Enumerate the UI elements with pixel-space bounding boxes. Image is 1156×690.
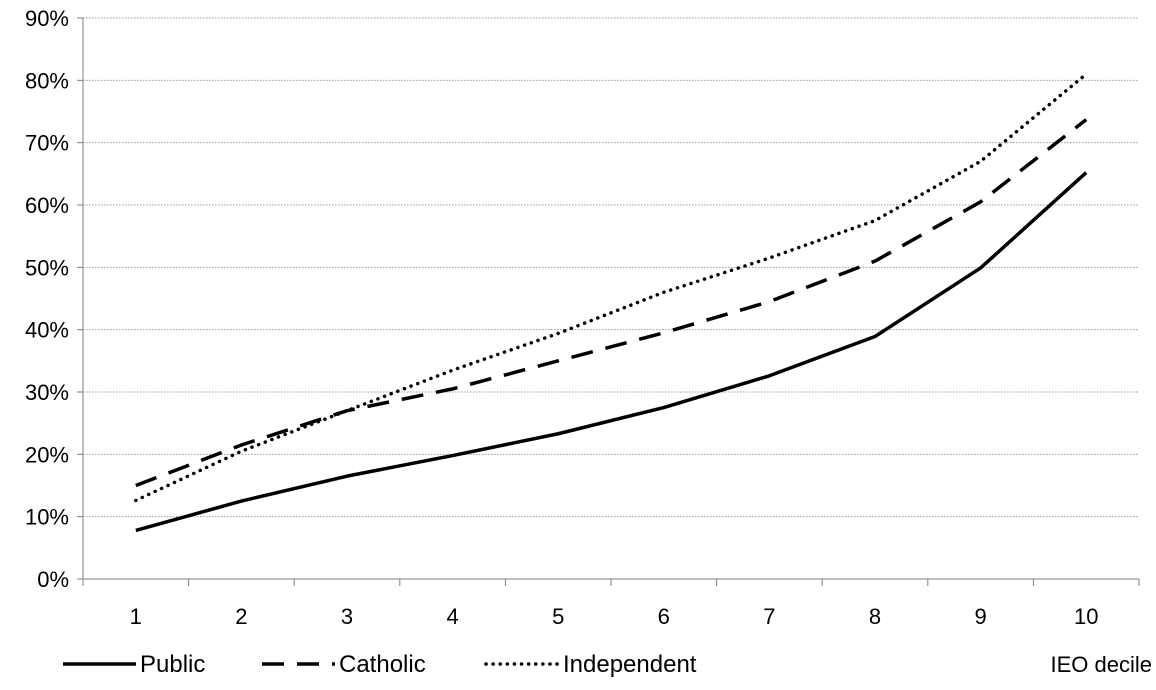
legend-label-independent: Independent	[563, 651, 697, 678]
gridlines	[83, 17, 1139, 518]
y-tick-label: 20%	[25, 442, 69, 467]
y-tick-labels: 0% 10% 20% 30% 40% 50% 60% 70% 80% 90%	[25, 6, 69, 592]
legend: Public Catholic Independent	[63, 651, 697, 678]
x-tick-label: 5	[552, 604, 564, 629]
legend-label-catholic: Catholic	[339, 651, 426, 678]
y-tick-label: 30%	[25, 380, 69, 405]
legend-label-public: Public	[140, 651, 205, 678]
series-lines	[134, 72, 1088, 533]
x-tick-label: 6	[658, 604, 670, 629]
y-tick-label: 0%	[37, 567, 69, 592]
x-tick-label: 10	[1074, 604, 1098, 629]
x-tick-labels: 1 2 3 4 5 6 7 8 9 10	[130, 604, 1099, 629]
y-tick-label: 50%	[25, 255, 69, 280]
series-line-catholic	[135, 118, 1088, 488]
axes	[77, 17, 1140, 586]
y-tick-label: 70%	[25, 131, 69, 156]
x-tick-label: 2	[235, 604, 247, 629]
x-tick-label: 9	[974, 604, 986, 629]
y-tick-label: 80%	[25, 68, 69, 93]
series-line-independent	[134, 72, 1088, 503]
x-axis-label: IEO decile	[1051, 652, 1153, 677]
x-tick-label: 3	[341, 604, 353, 629]
y-tick-label: 40%	[25, 318, 69, 343]
x-tick-label: 7	[763, 604, 775, 629]
series-line-public	[135, 171, 1088, 533]
x-tick-label: 1	[130, 604, 142, 629]
x-tick-label: 8	[869, 604, 881, 629]
y-tick-label: 10%	[25, 505, 69, 530]
x-tick-label: 4	[446, 604, 458, 629]
y-tick-label: 90%	[25, 6, 69, 31]
y-tick-label: 60%	[25, 193, 69, 218]
